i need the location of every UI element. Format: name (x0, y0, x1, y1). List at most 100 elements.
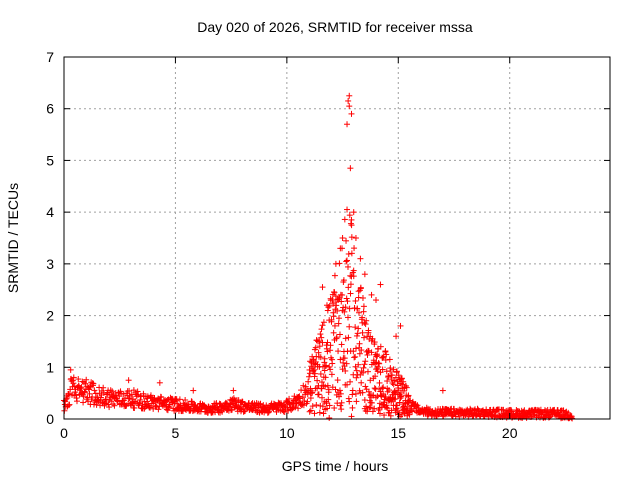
data-point (347, 220, 354, 227)
data-point (403, 384, 410, 391)
data-point (316, 409, 323, 416)
data-point (350, 267, 357, 274)
data-point (327, 366, 334, 373)
data-point (318, 385, 325, 392)
data-point (155, 406, 162, 413)
data-point (319, 403, 326, 410)
data-point (338, 298, 345, 305)
data-point (307, 407, 314, 414)
data-point (371, 405, 378, 412)
data-point (332, 260, 339, 267)
data-point (374, 352, 381, 359)
data-point (317, 370, 324, 377)
data-point (320, 319, 327, 326)
data-point (296, 395, 303, 402)
data-point (319, 339, 326, 346)
data-point (346, 92, 353, 99)
data-point (306, 408, 313, 415)
data-point (337, 390, 344, 397)
data-point (299, 401, 306, 408)
data-point (323, 400, 330, 407)
data-point (347, 281, 354, 288)
data-point (361, 397, 368, 404)
data-point (321, 367, 328, 374)
data-point (343, 257, 350, 264)
data-point (390, 366, 397, 373)
data-point (397, 322, 404, 329)
data-point (319, 284, 326, 291)
data-point (369, 335, 376, 342)
data-point (125, 377, 132, 384)
data-point (190, 387, 197, 394)
data-point (318, 334, 325, 341)
data-point (324, 348, 331, 355)
data-point (376, 360, 383, 367)
data-point (62, 398, 69, 405)
data-point (392, 395, 399, 402)
data-point (360, 308, 367, 315)
grid-layer (64, 57, 610, 419)
data-point (335, 315, 342, 322)
data-point (326, 402, 333, 409)
data-point (334, 377, 341, 384)
data-point (369, 408, 376, 415)
data-point (351, 354, 358, 361)
data-point (242, 408, 249, 415)
y-tick-label: 6 (46, 101, 54, 117)
data-point (355, 309, 362, 316)
data-point (368, 291, 375, 298)
data-point (306, 373, 313, 380)
y-tick-label: 1 (46, 359, 54, 375)
data-point (85, 398, 92, 405)
data-point (328, 318, 335, 325)
data-point (365, 329, 372, 336)
data-point (342, 367, 349, 374)
data-point (346, 323, 353, 330)
data-point (349, 387, 356, 394)
data-point (304, 391, 311, 398)
data-point (390, 381, 397, 388)
data-point (392, 390, 399, 397)
data-point (355, 325, 362, 332)
data-point (360, 364, 367, 371)
data-point (352, 235, 359, 241)
data-point (394, 402, 401, 409)
data-point (222, 399, 229, 406)
data-point (107, 387, 114, 394)
data-point (348, 110, 355, 117)
data-point (342, 335, 349, 342)
data-point (97, 394, 104, 401)
data-point (347, 165, 354, 172)
data-point (325, 389, 332, 396)
data-point (354, 330, 361, 337)
data-point (74, 398, 81, 405)
data-point (361, 361, 368, 368)
data-point (67, 366, 74, 373)
data-point (343, 237, 350, 244)
data-point (302, 383, 309, 390)
data-point (373, 297, 379, 304)
data-point (341, 308, 348, 315)
data-point (324, 405, 331, 412)
data-point (330, 329, 337, 336)
data-point (292, 404, 299, 411)
data-point (348, 216, 355, 223)
data-point (336, 294, 343, 301)
data-point (64, 394, 71, 401)
data-point (311, 410, 318, 417)
data-point (343, 258, 350, 265)
data-point (131, 405, 138, 412)
chart-title: Day 020 of 2026, SRMTID for receiver mss… (197, 19, 473, 35)
data-point (469, 413, 476, 420)
data-point (348, 413, 355, 420)
data-point (372, 373, 379, 380)
data-point (339, 235, 346, 241)
data-point (342, 304, 349, 311)
data-point (569, 415, 576, 422)
data-point (314, 377, 321, 384)
data-point (439, 387, 446, 394)
data-point (368, 349, 375, 356)
data-point (365, 348, 372, 355)
data-point (326, 414, 333, 421)
